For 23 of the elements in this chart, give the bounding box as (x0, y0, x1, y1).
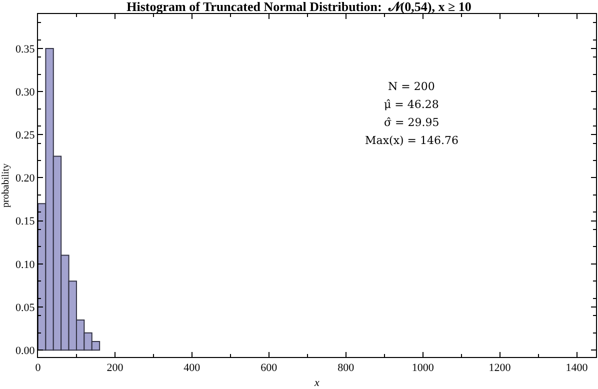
x-tick-label: 600 (260, 362, 278, 374)
x-tick-label: 1200 (488, 362, 512, 374)
annotation: Max(x) = 146.76 (365, 134, 459, 147)
x-tick-label: 200 (106, 362, 124, 374)
y-tick-label: 0.10 (16, 258, 36, 271)
y-tick-label: 0.20 (16, 172, 36, 185)
y-tick-label: 0.30 (16, 86, 36, 98)
y-tick-label: 0.35 (16, 43, 36, 56)
x-tick-label: 1000 (412, 362, 434, 374)
y-tick-label: 0.05 (16, 302, 36, 314)
annotation: N = 200 (388, 80, 435, 93)
annotation: σ̂ = 29.95 (384, 116, 440, 129)
chart-title: Histogram of Truncated Normal Distribution: 𝒩(0,54), x ≥ 10 (126, 0, 472, 14)
annotation: μ̂ = 46.28 (384, 98, 439, 111)
x-tick-label: 0 (35, 362, 42, 374)
y-axis-title: probability (0, 164, 12, 208)
x-tick-label: 1400 (566, 362, 588, 374)
x-tick-label: 800 (338, 362, 355, 374)
x-tick-label: 400 (184, 362, 201, 374)
y-tick-label: 0.25 (16, 130, 36, 142)
y-tick-label: 0.15 (16, 216, 36, 228)
x-axis-title: x (314, 377, 320, 389)
y-tick-label: 0.00 (16, 344, 36, 357)
